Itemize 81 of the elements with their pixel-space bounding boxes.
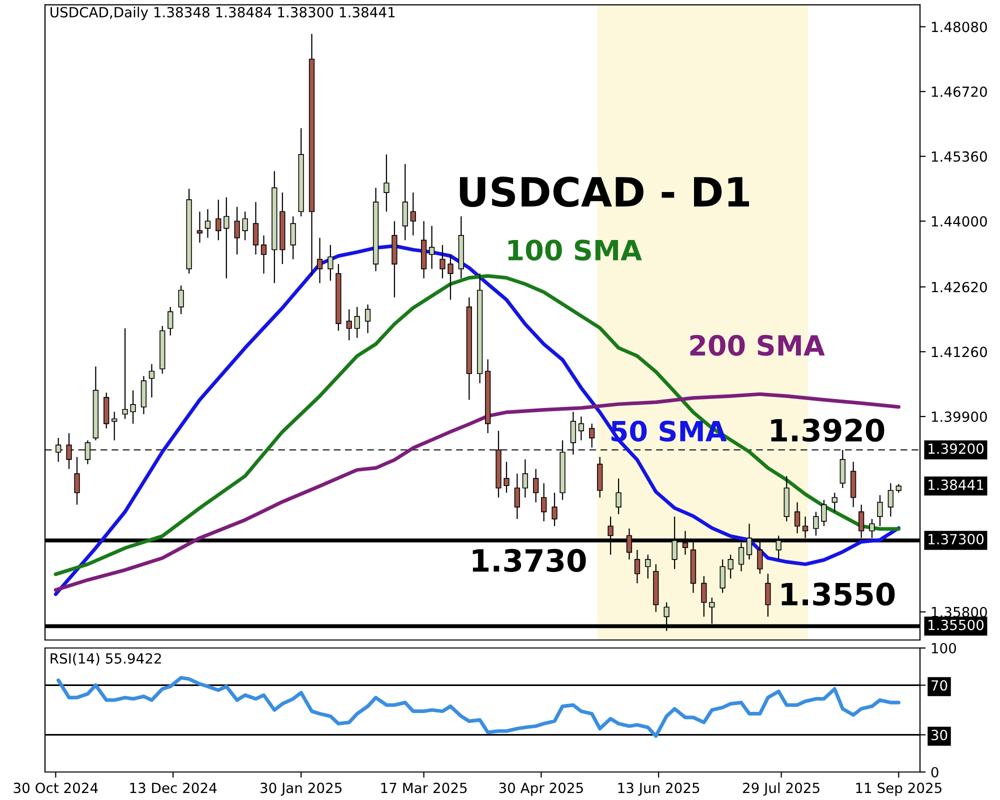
candlestick [541,482,547,522]
line-series [56,676,900,738]
candlestick [645,554,651,580]
annotation: 1.3920 [771,418,884,442]
y-tick-label: 1.45360 [932,151,987,162]
y-tick-label: 1.35800 [932,606,987,618]
candlestick [354,306,360,338]
candlestick [720,558,726,594]
y-tick-label: 70 [932,680,948,691]
candlestick [74,456,80,506]
candlestick [260,234,267,274]
x-tick-label: 13 Dec 2024 [130,782,217,794]
ref-line-label: 1.35500 [928,620,984,630]
x-tick-label: 30 Apr 2025 [499,782,583,796]
candlestick [410,192,416,236]
candlestick [877,494,883,527]
candlestick [112,411,118,441]
candlestick [616,478,622,515]
candlestick [364,304,371,334]
y-tick-label: 1.46720 [932,86,987,97]
candlestick [242,211,248,241]
ref-line-label: 1.39200 [928,443,984,454]
x-tick-label: 30 Jan 2025 [260,782,342,796]
candlestick [552,492,558,527]
candlestick [440,244,446,279]
candlestick [346,308,352,341]
candlestick [316,237,323,284]
candlestick [130,390,136,424]
candlestick [504,461,510,494]
candlestick [148,364,155,398]
y-tick-label: 1.42620 [932,282,987,292]
candlestick [252,202,259,256]
text: 1.38441 [928,480,984,490]
candlestick [533,468,539,503]
candlestick [384,154,390,212]
candlestick [522,458,528,498]
candlestick [178,284,184,315]
candlestick [813,511,819,536]
candlestick [196,211,203,244]
y-tick-label: 1.44000 [932,216,987,227]
ref-line-label: 1.37300 [928,534,984,544]
text: USDCAD - D1 [460,176,750,208]
candlestick [168,306,174,336]
candlestick [224,196,230,279]
series-label: 200 SMA [690,334,825,356]
candlestick [701,576,707,618]
candlestick [832,492,838,512]
annotation: 1.3730 [472,548,586,572]
candlestick [328,244,334,282]
annotation: 1.3550 [782,582,895,606]
chart-subtitle: USDCAD,Daily 1.38348 1.38484 1.38300 1.38441 [50,6,395,20]
x-tick-label: 17 Mar 2025 [381,782,467,794]
candlestick [765,573,771,618]
y-tick-label: 1.41260 [932,346,987,358]
x-tick-label: 29 Jul 2025 [742,782,820,796]
chart-title: RSI(14) 55.9422 [50,652,161,666]
candlestick [234,206,240,256]
series-label: 100 SMA [508,240,642,261]
candlestick [821,499,827,527]
candlestick [204,208,211,238]
y-tick-label: 1.48080 [932,22,987,32]
candlestick [448,254,454,300]
candlestick [290,216,296,260]
candlestick [728,554,734,580]
candlestick [578,416,584,441]
candlestick [402,163,408,241]
y-tick-label: 30 [931,730,948,740]
x-tick-label: 11 Sep 2025 [856,782,942,796]
candlestick [122,328,128,420]
candlestick [514,473,520,520]
y-tick-label: 1.39900 [932,411,987,422]
candlestick [428,225,435,270]
y-tick-label: 0 [931,766,938,778]
candlestick [888,482,894,518]
y-tick-label: 100 [932,642,956,654]
candlestick [794,502,800,534]
candlestick [216,199,222,241]
x-tick-label: 30 Oct 2024 [14,782,98,794]
x-tick-label: 13 Jun 2025 [618,782,700,796]
candlestick [589,423,595,448]
candlestick [634,549,640,584]
